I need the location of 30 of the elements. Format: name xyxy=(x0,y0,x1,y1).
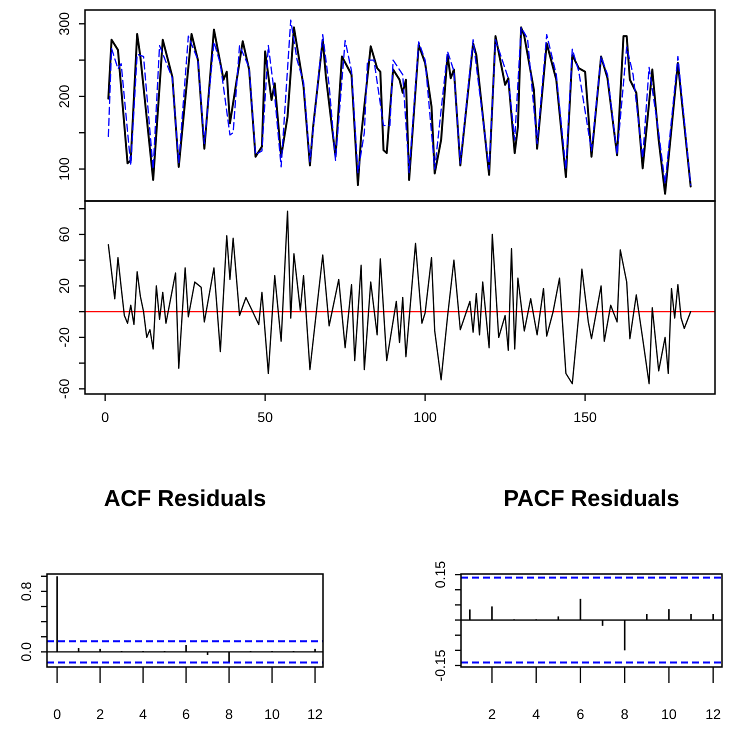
y-tick-label: 300 xyxy=(56,12,72,36)
y-tick-label: 200 xyxy=(56,84,72,108)
x-tick-label: 12 xyxy=(705,706,722,722)
x-tick-label: 12 xyxy=(307,706,324,722)
y-tick-label: 60 xyxy=(56,226,72,242)
y-tick-label: 100 xyxy=(56,157,72,181)
y-tick-label: 20 xyxy=(56,278,72,294)
x-tick-label: 50 xyxy=(257,409,274,425)
x-tick-label: 6 xyxy=(182,706,190,722)
x-tick-label: 8 xyxy=(620,706,629,722)
y-tick-label: 0.8 xyxy=(18,581,34,602)
chart-title: PACF Residuals xyxy=(504,485,680,511)
x-tick-label: 4 xyxy=(139,706,148,722)
y-tick-label: -60 xyxy=(56,378,72,399)
x-tick-label: 6 xyxy=(576,706,585,722)
x-tick-label: 4 xyxy=(532,706,540,722)
y-tick-label: -20 xyxy=(56,327,72,348)
x-tick-label: 10 xyxy=(264,706,280,722)
x-tick-label: 150 xyxy=(573,409,597,425)
x-tick-label: 10 xyxy=(661,706,677,722)
x-tick-label: 2 xyxy=(488,706,496,722)
y-tick-label: -0.15 xyxy=(432,649,448,682)
y-tick-label: 0.0 xyxy=(18,642,34,662)
x-tick-label: 0 xyxy=(53,706,62,722)
y-tick-label: 0.15 xyxy=(432,560,448,588)
x-tick-label: 2 xyxy=(96,706,104,722)
x-tick-label: 8 xyxy=(225,706,234,722)
x-tick-label: 100 xyxy=(413,409,438,425)
chart-title: ACF Residuals xyxy=(104,485,266,511)
x-tick-label: 0 xyxy=(101,409,110,425)
